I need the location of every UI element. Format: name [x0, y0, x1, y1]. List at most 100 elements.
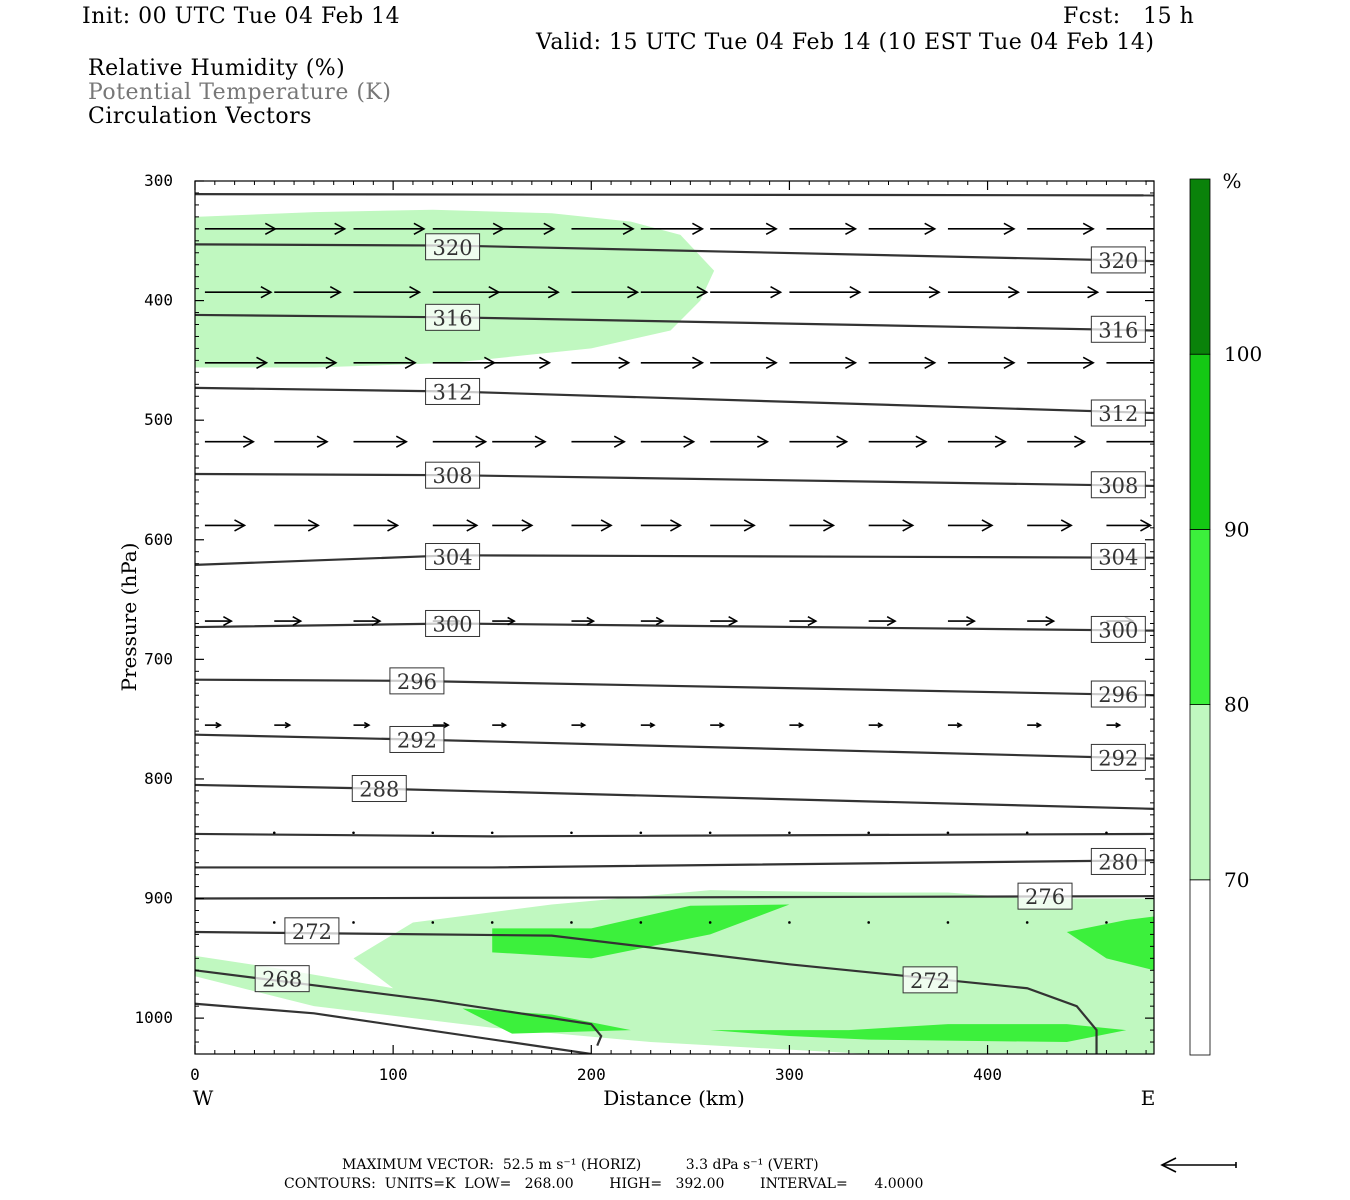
- field-theta: Potential Temperature (K): [88, 80, 392, 105]
- circulation-vector: [946, 831, 950, 835]
- circulation-vector: [204, 616, 233, 627]
- max-vector-note: MAXIMUM VECTOR: 52.5 m s⁻¹ (HORIZ) 3.3 d…: [342, 1157, 819, 1173]
- theta-contour-312: [195, 386, 1154, 415]
- theta-contour-280: [195, 859, 1154, 869]
- y-tick-label: 300: [144, 171, 173, 190]
- y-tick-label: 800: [144, 769, 173, 788]
- x-tick-label: 300: [775, 1065, 804, 1084]
- contour-label-box: [902, 966, 958, 994]
- contour-label-box: [1090, 315, 1146, 343]
- y-tick-label: 900: [144, 889, 173, 908]
- circulation-vector: [947, 722, 963, 729]
- theta-contour-unlabeled-0: [195, 193, 1154, 197]
- circulation-vector: [1027, 435, 1087, 448]
- colorbar-label: 90: [1224, 517, 1249, 541]
- contour-label-box: [1017, 882, 1073, 910]
- circulation-vector: [640, 435, 696, 448]
- circulation-vector: [570, 831, 573, 835]
- contour-label-box: [1090, 471, 1146, 499]
- circulation-vector: [571, 519, 613, 532]
- theta-contour-unlabeled-15: [195, 1002, 592, 1054]
- circulation-vector: [947, 286, 1020, 299]
- circulation-vector: [492, 616, 516, 626]
- circulation-vector: [353, 356, 417, 369]
- circulation-vector: [789, 286, 862, 299]
- contour-label-box: [1090, 615, 1146, 643]
- circulation-vector: [204, 519, 247, 532]
- contour-label-308: 308: [433, 464, 473, 488]
- contour-label-box: [1090, 399, 1146, 427]
- circulation-vector: [868, 435, 928, 448]
- contour-label-312: 312: [433, 380, 473, 404]
- circulation-vector: [868, 519, 915, 532]
- circulation-vector: [492, 722, 508, 729]
- circulation-vector: [947, 356, 1016, 369]
- circulation-vector: [710, 519, 756, 532]
- circulation-vector: [639, 831, 643, 835]
- circulation-vector: [639, 921, 643, 924]
- contour-label-320: 320: [433, 236, 473, 260]
- theta-contour-308: [195, 472, 1154, 488]
- circulation-vector: [353, 286, 422, 299]
- contour-label-box: [254, 965, 310, 993]
- y-tick-label: 500: [144, 410, 173, 429]
- circulation-vector: [1027, 286, 1100, 299]
- contour-label-box: [1090, 680, 1146, 708]
- y-axis-label: Pressure (hPa): [117, 543, 141, 692]
- x-tick-label: 0: [190, 1065, 200, 1084]
- circulation-vector: [204, 286, 273, 299]
- circulation-vector: [432, 519, 479, 532]
- circulation-vector: [492, 519, 534, 532]
- circulation-vector: [1106, 228, 1154, 230]
- circulation-vector: [1106, 291, 1154, 294]
- circulation-vector: [946, 921, 950, 924]
- x-axis-label: Distance (km): [603, 1086, 745, 1110]
- circulation-vector: [272, 831, 276, 835]
- circulation-vector: [492, 222, 556, 236]
- circulation-vector: [947, 435, 1007, 448]
- theta-contour-292: [195, 733, 1154, 760]
- contour-label-box: [1090, 847, 1146, 875]
- circulation-vector: [490, 831, 494, 835]
- circulation-vector: [1025, 921, 1029, 924]
- circulation-vector: [1025, 831, 1029, 835]
- y-tick-label: 600: [144, 530, 173, 549]
- circulation-vector: [274, 616, 303, 627]
- circulation-vector: [868, 356, 937, 369]
- rh-region-80-3: [1066, 916, 1154, 971]
- contour-label-304: 304: [433, 546, 473, 570]
- circulation-vector: [353, 519, 400, 532]
- circulation-vector: [640, 222, 705, 236]
- circulation-vector: [867, 921, 870, 924]
- colorbar-segment: [1189, 879, 1211, 1056]
- contour-label-box: [284, 917, 340, 945]
- theta-contour-272: [195, 930, 1098, 1054]
- circulation-vector: [868, 286, 941, 299]
- circulation-vector: [640, 519, 683, 532]
- field-vectors: Circulation Vectors: [88, 104, 312, 129]
- y-tick-label: 700: [144, 649, 173, 668]
- circulation-vector: [710, 222, 778, 236]
- x-tick-label: 200: [577, 1065, 606, 1084]
- contour-label-312: 312: [1098, 402, 1138, 426]
- circulation-vector: [274, 721, 292, 729]
- circulation-vector: [274, 435, 329, 448]
- circulation-vector: [640, 356, 705, 369]
- forecast-hour: Fcst: 15 h: [1063, 4, 1195, 29]
- contour-label-box: [425, 303, 481, 331]
- circulation-vector: [640, 616, 665, 626]
- circulation-vector: [788, 921, 791, 924]
- circulation-vector: [492, 356, 552, 369]
- circulation-vector: [868, 222, 937, 236]
- contour-label-276: 276: [1025, 885, 1065, 909]
- circulation-vector: [947, 519, 994, 532]
- east-label: E: [1141, 1086, 1156, 1110]
- circulation-vector: [353, 435, 408, 448]
- y-tick-label: 1000: [134, 1008, 173, 1027]
- contour-label-280: 280: [1098, 850, 1138, 874]
- colorbar-segment: [1189, 178, 1211, 355]
- circulation-vector: [788, 831, 791, 835]
- circulation-vector: [947, 222, 1016, 236]
- circulation-vector: [570, 921, 573, 924]
